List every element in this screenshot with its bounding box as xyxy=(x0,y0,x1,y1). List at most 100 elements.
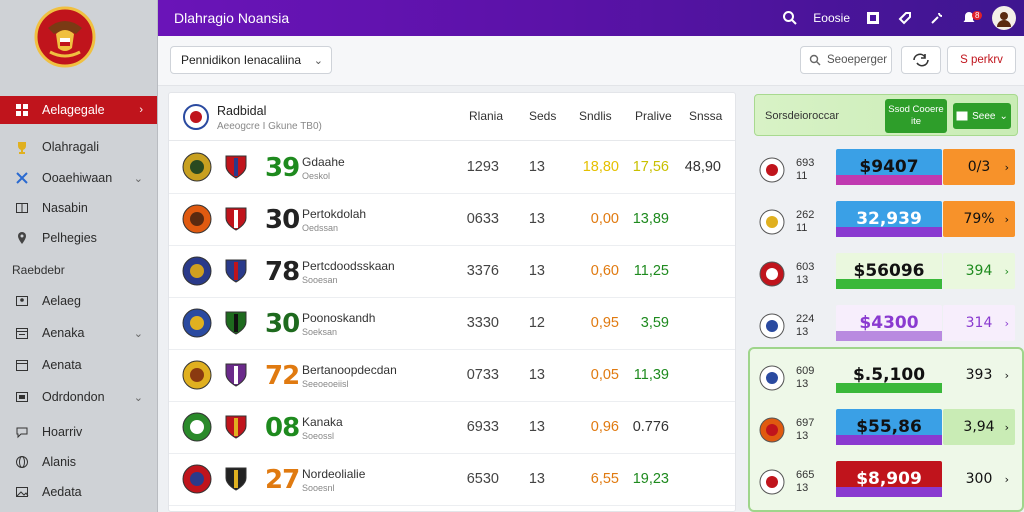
column-header[interactable]: Seds xyxy=(529,109,557,123)
book-icon xyxy=(14,200,30,216)
sidebar-item-aenaka[interactable]: Aenaka ⌄ xyxy=(0,319,157,347)
sync-icon xyxy=(913,53,929,67)
report-button[interactable]: S perkrv xyxy=(947,46,1016,74)
odds-row[interactable]: 665 13 $8,909 300 › xyxy=(748,456,1024,508)
club-sub: Sooesan xyxy=(302,275,338,285)
sidebar-item-label: Alanis xyxy=(42,455,77,469)
panel-action-button[interactable]: Ssod Cooere ite xyxy=(885,99,947,133)
odds-bar[interactable]: $55,86 xyxy=(836,409,942,445)
sidebar-item-aelaeg[interactable]: Aelaeg xyxy=(0,287,157,315)
column-header[interactable]: Sndlis xyxy=(579,109,612,123)
tag-icon[interactable] xyxy=(896,9,914,27)
sidebar-item-aelagegale[interactable]: Aelagegale › xyxy=(0,96,157,124)
table-row[interactable]: 27 Nordeolialie Sooesnl 6530 13 6,55 19,… xyxy=(169,454,735,506)
club-name: Gdaahe xyxy=(302,155,345,169)
odds-value[interactable]: 0/3 › xyxy=(943,149,1015,185)
table-row[interactable]: 39 Gdaahe Oeskol 1293 13 18,80 17,56 48,… xyxy=(169,142,735,194)
chevron-right-icon: › xyxy=(1004,212,1009,226)
odds-row[interactable]: 693 11 $9407 0/3 › xyxy=(748,144,1024,196)
table-row[interactable]: 08 Kanaka Soeossl 6933 13 0,96 0.776 xyxy=(169,402,735,454)
odds-bar-value: $9407 xyxy=(859,157,919,177)
odds-value[interactable]: 393 › xyxy=(943,357,1015,393)
sidebar-item-aenata[interactable]: Aenata xyxy=(0,351,157,379)
panel-header: Sorsdeioroccar Ssod Cooere ite Seee ⌄ xyxy=(754,94,1018,136)
odds-bar-strip xyxy=(836,175,942,185)
club-name: Kanaka xyxy=(302,415,343,429)
column-header[interactable]: Pralive xyxy=(635,109,672,123)
document-icon[interactable] xyxy=(864,9,882,27)
globe-icon xyxy=(14,454,30,470)
app-title: Dlahragio Noansia xyxy=(174,10,290,26)
odds-bar[interactable]: $8,909 xyxy=(836,461,942,497)
odds-value[interactable]: 300 › xyxy=(943,461,1015,497)
odds-value[interactable]: 394 › xyxy=(943,253,1015,289)
cell-col4: 3,59 xyxy=(640,315,669,331)
panel-dropdown-label: Seee xyxy=(972,110,996,122)
select-value: Pennidikon Ienacaliina xyxy=(181,53,302,67)
table-row[interactable]: 30 Poonoskandh Soeksan 3330 12 0,95 3,59 xyxy=(169,298,735,350)
tools-icon[interactable] xyxy=(928,9,946,27)
table-row[interactable]: 78 Pertcdoodsskaan Sooesan 3376 13 0,60 … xyxy=(169,246,735,298)
competition-select[interactable]: Pennidikon Ienacaliina ⌄ xyxy=(170,46,332,74)
sidebar-item-nasabin[interactable]: Nasabin xyxy=(0,194,157,222)
sidebar-item-odrdondon[interactable]: Odrdondon ⌄ xyxy=(0,383,157,411)
column-header[interactable]: Rlania xyxy=(469,109,504,123)
search-icon[interactable] xyxy=(781,9,799,27)
topbar-label[interactable]: Eoosie xyxy=(813,11,850,25)
odds-value[interactable]: 314 › xyxy=(943,305,1015,341)
odds-row[interactable]: 224 13 $4300 314 › xyxy=(748,300,1024,352)
club-rank: 39 xyxy=(265,153,300,183)
sidebar-item-alanis[interactable]: Alanis xyxy=(0,448,157,476)
federation-logo xyxy=(34,6,96,68)
odds-bar[interactable]: $56096 xyxy=(836,253,942,289)
odds-row[interactable]: 603 13 $56096 394 › xyxy=(748,248,1024,300)
notification-badge: 8 xyxy=(972,11,983,20)
search-icon xyxy=(809,54,821,66)
sidebar-item-label: Aelagegale xyxy=(42,103,105,117)
sidebar-item-aedata[interactable]: Aedata xyxy=(0,478,157,506)
sidebar-item-olahragali[interactable]: Olahragali xyxy=(0,133,157,161)
odds-row[interactable]: 262 11 32,939 79% › xyxy=(748,196,1024,248)
cell-col3: 0,00 xyxy=(590,211,619,227)
table-header: Radbidal Aeeogcre I Gkune TB0) Rlania Se… xyxy=(169,93,735,141)
odds-bar[interactable]: 32,939 xyxy=(836,201,942,237)
odds-bar[interactable]: $.5,100 xyxy=(836,357,942,393)
search-input[interactable]: Seoeperger xyxy=(800,46,892,74)
table-row[interactable]: 72 Bertanoopdecdan Seeoeoeiisl 0733 13 0… xyxy=(169,350,735,402)
odds-value-text: 394 xyxy=(965,263,993,279)
club-emblem-icon xyxy=(182,412,212,442)
odds-row[interactable]: 609 13 $.5,100 393 › xyxy=(748,352,1024,404)
cell-col3: 0,95 xyxy=(590,315,619,331)
sidebar-item-ooaehiwaan[interactable]: Ooaehiwaan ⌄ xyxy=(0,164,157,192)
notification-icon[interactable]: 8 xyxy=(960,9,983,27)
odds-row[interactable]: 697 13 $55,86 3,94 › xyxy=(748,404,1024,456)
sidebar-item-hoarriv[interactable]: Hoarriv xyxy=(0,418,157,446)
odds-bar[interactable]: $9407 xyxy=(836,149,942,185)
cell-col4: 13,89 xyxy=(632,211,669,227)
odds-numbers: 697 13 xyxy=(796,417,814,443)
odds-value[interactable]: 79% › xyxy=(943,201,1015,237)
cell-col3: 0,96 xyxy=(590,419,619,435)
chevron-right-icon: › xyxy=(1004,160,1009,174)
table-row[interactable]: 30 Pertokdolah Oedssan 0633 13 0,00 13,8… xyxy=(169,194,735,246)
odds-bar[interactable]: $4300 xyxy=(836,305,942,341)
cell-col4: 19,23 xyxy=(632,471,669,487)
sidebar-item-label: Pelhegies xyxy=(42,231,97,245)
cell-col3: 18,80 xyxy=(582,159,619,175)
chevron-right-icon: › xyxy=(1004,264,1009,278)
sidebar-item-pelhegies[interactable]: Pelhegies xyxy=(0,224,157,252)
club-name: Pertokdolah xyxy=(302,207,367,221)
settings-icon xyxy=(14,389,30,405)
column-header[interactable]: Snssa xyxy=(689,109,723,123)
odds-bar-strip xyxy=(836,279,942,289)
club-sub: Seeoeoeiisl xyxy=(302,379,349,389)
odds-value[interactable]: 3,94 › xyxy=(943,409,1015,445)
avatar[interactable] xyxy=(992,6,1016,30)
panel-dropdown-button[interactable]: Seee ⌄ xyxy=(953,103,1011,129)
chevron-right-icon: › xyxy=(1004,472,1009,486)
odds-numbers: 603 13 xyxy=(796,261,814,287)
odds-n2: 11 xyxy=(796,222,808,234)
sync-button[interactable] xyxy=(901,46,941,74)
odds-n1: 693 xyxy=(796,157,815,169)
cell-col2: 13 xyxy=(528,471,545,487)
